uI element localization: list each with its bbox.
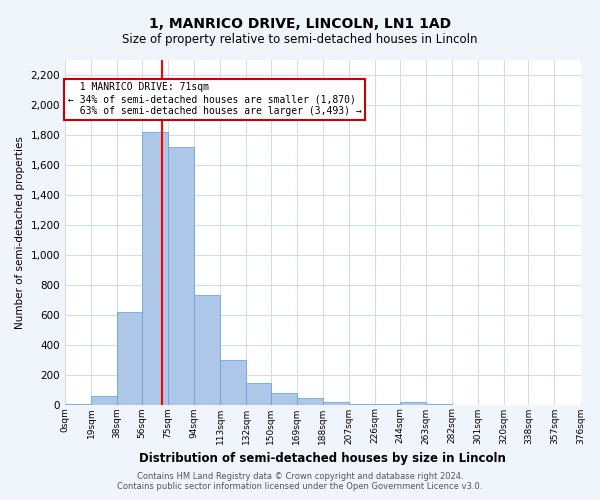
Text: 1 MANRICO DRIVE: 71sqm
← 34% of semi-detached houses are smaller (1,870)
  63% o: 1 MANRICO DRIVE: 71sqm ← 34% of semi-det… bbox=[68, 82, 362, 116]
X-axis label: Distribution of semi-detached houses by size in Lincoln: Distribution of semi-detached houses by … bbox=[139, 452, 506, 465]
Bar bbox=[400, 402, 425, 404]
Bar bbox=[297, 398, 323, 404]
Y-axis label: Number of semi-detached properties: Number of semi-detached properties bbox=[15, 136, 25, 328]
Text: Contains HM Land Registry data © Crown copyright and database right 2024.
Contai: Contains HM Land Registry data © Crown c… bbox=[118, 472, 482, 491]
Text: Size of property relative to semi-detached houses in Lincoln: Size of property relative to semi-detach… bbox=[122, 32, 478, 46]
Bar bbox=[117, 312, 142, 404]
Bar bbox=[271, 394, 297, 404]
Bar bbox=[246, 383, 271, 404]
Bar bbox=[220, 360, 246, 405]
Bar bbox=[168, 147, 194, 405]
Bar bbox=[194, 295, 220, 405]
Text: 1, MANRICO DRIVE, LINCOLN, LN1 1AD: 1, MANRICO DRIVE, LINCOLN, LN1 1AD bbox=[149, 18, 451, 32]
Bar bbox=[323, 402, 349, 404]
Bar bbox=[91, 396, 117, 404]
Bar bbox=[142, 132, 168, 404]
